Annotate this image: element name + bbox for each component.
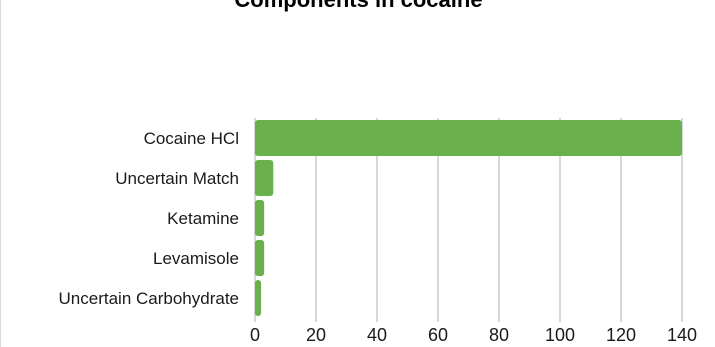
x-tick-labels: 0 20 40 60 80 100 120 140 xyxy=(250,325,697,345)
x-tick-label-1: 20 xyxy=(306,325,326,345)
category-label-1: Uncertain Match xyxy=(115,169,239,188)
category-label-2: Ketamine xyxy=(167,209,239,228)
bar-0 xyxy=(255,120,682,156)
x-tick-label-4: 80 xyxy=(489,325,509,345)
x-tick-label-6: 120 xyxy=(606,325,636,345)
category-labels: Cocaine HCl Uncertain Match Ketamine Levami… xyxy=(59,129,239,308)
bars xyxy=(255,120,682,316)
x-tick-label-0: 0 xyxy=(250,325,260,345)
x-tick-label-2: 40 xyxy=(367,325,387,345)
x-tick-label-3: 60 xyxy=(428,325,448,345)
bar-2 xyxy=(255,200,265,236)
category-label-3: Levamisole xyxy=(153,249,239,268)
bar-4 xyxy=(255,280,262,316)
x-tick-label-7: 140 xyxy=(667,325,697,345)
bar-1 xyxy=(255,160,274,196)
x-tick-label-5: 100 xyxy=(545,325,575,345)
category-label-0: Cocaine HCl xyxy=(144,129,239,148)
bar-3 xyxy=(255,240,265,276)
chart-title: Components in cocaine xyxy=(1,0,715,13)
category-label-4: Uncertain Carbohydrate xyxy=(59,289,239,308)
